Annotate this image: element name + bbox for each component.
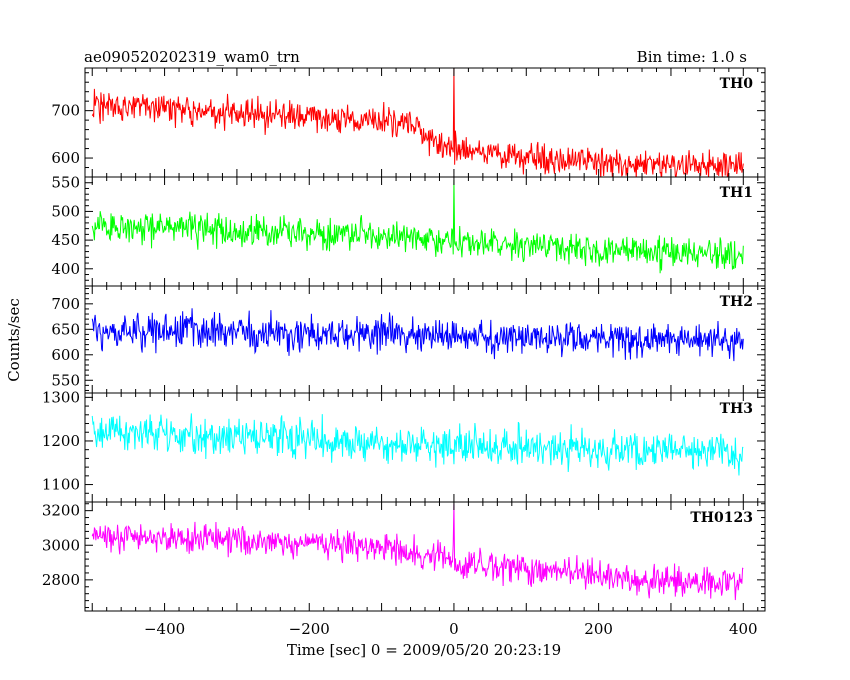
series-line-th0 [91, 68, 744, 177]
y-tick-label: 650 [51, 320, 80, 338]
series-line-th3 [91, 413, 744, 476]
x-tick-label: −200 [289, 620, 330, 638]
x-tick-label: 0 [449, 620, 459, 638]
x-tick-label: 200 [584, 620, 613, 638]
x-axis-label: Time [sec] 0 = 2009/05/20 20:23:19 [287, 641, 561, 659]
y-tick-label: 2800 [42, 571, 80, 589]
y-tick-label: 600 [51, 346, 80, 364]
chart-title: ae090520202319_wam0_trn [84, 48, 300, 66]
panel-label-th2: TH2 [720, 294, 753, 310]
panel-label-th1: TH1 [720, 185, 753, 201]
y-tick-label: 600 [51, 149, 80, 167]
panel-stack: 600 700 TH0 400 450 500 550 TH1 550 600 650 700 TH2 1… [42, 67, 766, 612]
panel-th1: 400 450 500 550 TH1 [51, 174, 766, 287]
y-tick-label: 3000 [42, 536, 80, 554]
y-tick-label: 1100 [42, 476, 80, 494]
bin-time-label: Bin time: 1.0 s [637, 48, 747, 66]
y-tick-label: 1300 [42, 388, 80, 406]
series-line-th1 [91, 179, 744, 274]
y-axis-label: Counts/sec [5, 298, 23, 382]
y-tick-label: 400 [51, 260, 80, 278]
y-tick-label: 3200 [42, 502, 80, 520]
panel-th3: 1100 1200 1300 TH3 [42, 388, 766, 503]
panel-th0: 600 700 TH0 [51, 67, 766, 178]
y-tick-label: 1200 [42, 432, 80, 450]
series-line-th0123 [91, 503, 744, 601]
x-tick-label: 400 [729, 620, 758, 638]
x-axis: −400 −200 0 200 400 [144, 620, 758, 638]
y-tick-label: 550 [51, 174, 80, 192]
y-tick-label: 450 [51, 231, 80, 249]
panel-label-th0: TH0 [720, 76, 754, 92]
series-line-th2 [91, 308, 744, 362]
y-tick-label: 500 [51, 202, 80, 220]
panel-label-th0123: TH0123 [690, 510, 753, 526]
y-tick-label: 550 [51, 371, 80, 389]
x-tick-label: −400 [144, 620, 185, 638]
panel-label-th3: TH3 [720, 401, 753, 417]
y-tick-label: 700 [51, 102, 80, 120]
y-tick-label: 700 [51, 295, 80, 313]
panel-th2: 550 600 650 700 TH2 [51, 285, 766, 394]
panel-th0123: 2800 3000 3200 TH0123 [42, 501, 766, 612]
